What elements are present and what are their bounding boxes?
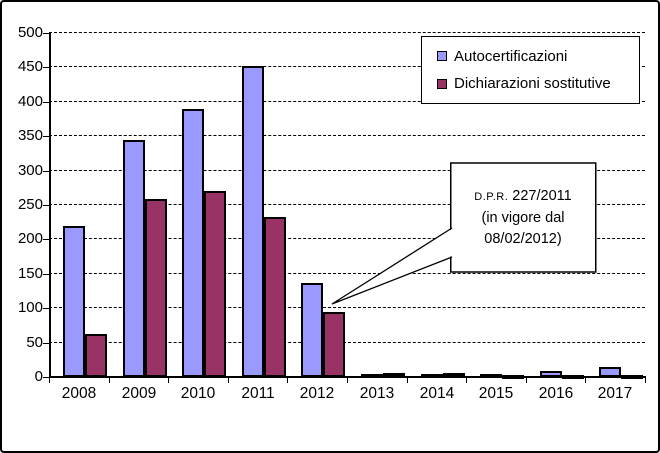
callout-tail-fill — [332, 229, 452, 304]
x-axis-label: 2010 — [180, 385, 216, 402]
bar-autocertificazioni-2009 — [123, 140, 145, 377]
x-axis-tick — [585, 378, 586, 383]
y-axis-line — [49, 33, 51, 378]
x-axis-tick — [466, 378, 467, 383]
y-axis-tick-label: 200 — [17, 230, 43, 247]
bar-autocertificazioni-2011 — [242, 66, 264, 377]
callout-line-3: 08/02/2012) — [484, 230, 562, 247]
x-axis-tick — [168, 378, 169, 383]
legend-item-dichiarazioni: Dichiarazioni sostitutive — [437, 75, 639, 92]
x-axis-label: 2014 — [419, 385, 455, 402]
y-axis-tick — [43, 102, 49, 103]
y-axis-tick-label: 350 — [17, 127, 43, 144]
callout-text: D.P.R. 227/2011 (in vigore dal 08/02/201… — [451, 164, 595, 271]
legend: Autocertificazioni Dichiarazioni sostitu… — [421, 36, 640, 104]
y-gridline — [49, 32, 645, 33]
y-axis-tick-label: 250 — [17, 196, 43, 213]
bar-dichiarazioni-sostitutive-2009 — [145, 199, 167, 377]
y-gridline — [49, 101, 645, 102]
x-axis-label: 2017 — [597, 385, 633, 402]
y-axis-tick-label: 500 — [17, 24, 43, 41]
y-axis-tick — [43, 343, 49, 344]
y-gridline — [49, 135, 645, 136]
y-axis-tick-label: 0 — [34, 368, 43, 385]
y-axis-tick — [43, 239, 49, 240]
x-axis-label: 2012 — [299, 385, 335, 402]
callout-title: 227/2011 — [512, 187, 572, 204]
legend-label-autocertificazioni: Autocertificazioni — [454, 47, 568, 65]
y-axis-tick-label: 50 — [26, 334, 43, 351]
y-axis-tick-label: 450 — [17, 58, 43, 75]
y-axis-tick-label: 300 — [17, 162, 43, 179]
y-gridline — [49, 204, 645, 205]
x-axis-tick — [407, 378, 408, 383]
y-axis-tick-label: 400 — [17, 93, 43, 110]
y-axis-tick — [43, 171, 49, 172]
y-axis-tick — [43, 33, 49, 34]
callout-line-1: D.P.R. 227/2011 — [474, 186, 571, 208]
x-axis-tick — [347, 378, 348, 383]
legend-label-dichiarazioni: Dichiarazioni sostitutive — [454, 75, 611, 93]
bar-autocertificazioni-2008 — [63, 226, 85, 377]
y-axis-tick-label: 150 — [17, 265, 43, 282]
x-axis-label: 2015 — [478, 385, 514, 402]
callout-line-2: (in vigore dal — [481, 209, 565, 226]
y-gridline — [49, 170, 645, 171]
x-axis-tick — [109, 378, 110, 383]
y-axis-tick — [43, 274, 49, 275]
x-axis-label: 2013 — [359, 385, 395, 402]
bar-dichiarazioni-sostitutive-2008 — [85, 334, 107, 377]
callout-prefix: D.P.R. — [474, 190, 509, 203]
y-axis-tick-label: 100 — [17, 299, 43, 316]
y-gridline — [49, 307, 645, 308]
x-axis-tick — [49, 378, 50, 383]
x-axis-label: 2009 — [121, 385, 157, 402]
y-axis-tick — [43, 377, 49, 378]
x-axis-tick — [287, 378, 288, 383]
legend-swatch-dichiarazioni — [437, 78, 447, 89]
legend-swatch-autocertificazioni — [437, 51, 447, 62]
x-axis-label: 2016 — [538, 385, 574, 402]
y-gridline — [49, 66, 645, 67]
y-gridline — [49, 342, 645, 343]
bar-dichiarazioni-sostitutive-2010 — [204, 191, 226, 377]
x-axis-line — [49, 376, 646, 378]
bar-autocertificazioni-2010 — [182, 109, 204, 377]
y-axis-tick — [43, 308, 49, 309]
y-axis-tick — [43, 136, 49, 137]
y-axis-tick — [43, 67, 49, 68]
bar-dichiarazioni-sostitutive-2012 — [323, 312, 345, 377]
x-axis-tick — [526, 378, 527, 383]
bar-autocertificazioni-2012 — [301, 283, 323, 377]
x-axis-label: 2008 — [61, 385, 97, 402]
legend-item-autocertificazioni: Autocertificazioni — [437, 48, 639, 65]
x-axis-tick — [645, 378, 646, 383]
y-axis-tick — [43, 205, 49, 206]
x-axis-label: 2011 — [241, 385, 275, 402]
callout-tail-lines — [331, 227, 453, 305]
bar-dichiarazioni-sostitutive-2011 — [264, 217, 286, 377]
x-axis-tick — [228, 378, 229, 383]
